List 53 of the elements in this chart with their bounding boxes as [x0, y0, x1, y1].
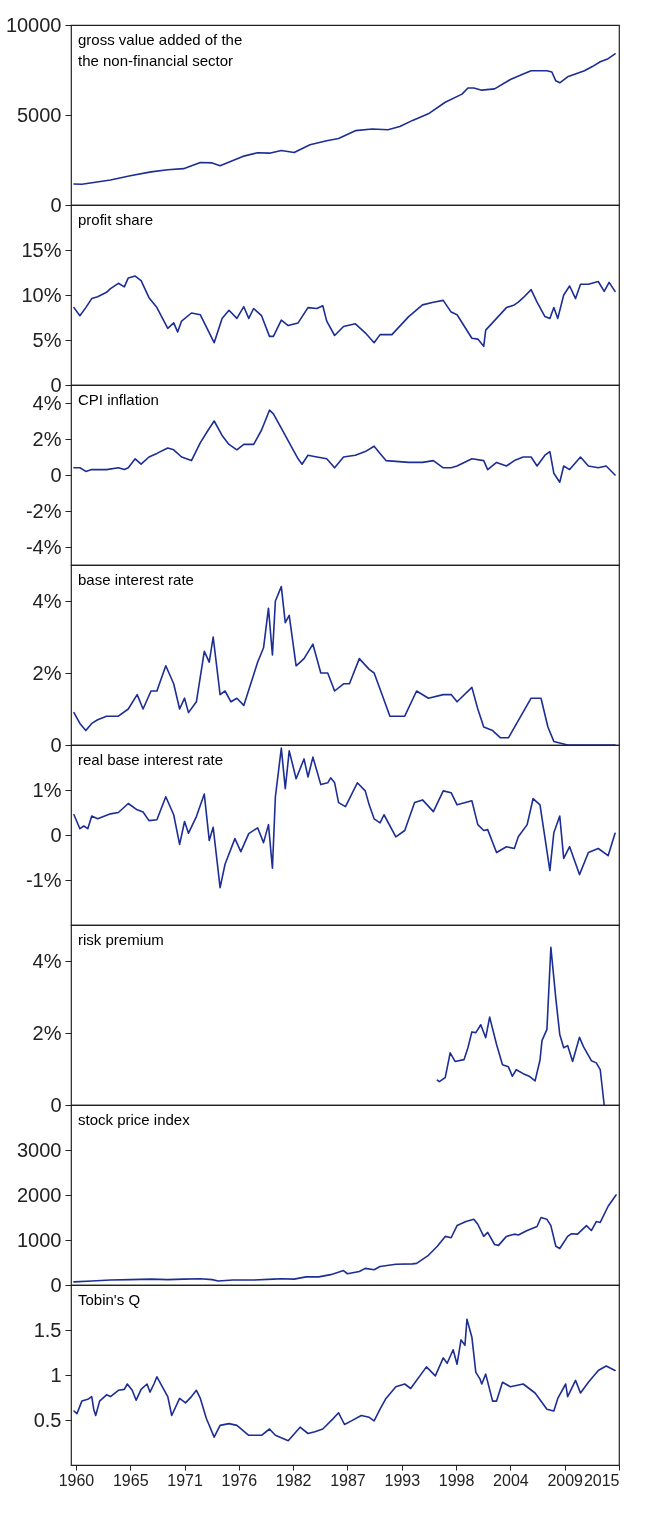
line-series [73, 53, 616, 186]
x-tick-label: 1971 [167, 1471, 203, 1489]
y-tick-label: 2% [32, 661, 62, 684]
y-tick-label: -1% [25, 868, 62, 891]
y-tick-label: -2% [25, 499, 62, 522]
y-tick-label: 2000 [17, 1183, 62, 1206]
y-tick-label: 2% [32, 1021, 62, 1044]
y-tick-label: 0 [50, 193, 62, 216]
y-tick-label: 0 [50, 823, 62, 846]
y-tick-label: 1.5 [33, 1318, 62, 1341]
y-tick-label: 3000 [17, 1138, 62, 1161]
chart-title: Tobin's Q [78, 1291, 141, 1308]
y-tick-label: 5% [32, 328, 62, 351]
y-tick-label: 5000 [17, 103, 62, 126]
y-tick-label: 15% [21, 238, 62, 261]
x-tick-label: 1965 [112, 1471, 149, 1489]
y-tick-label: 10000 [5, 13, 62, 36]
x-tick-label: 1982 [275, 1471, 312, 1489]
x-tick-label: 1998 [438, 1471, 475, 1489]
x-tick-label: 2015 [583, 1471, 620, 1489]
y-tick-label: 0 [50, 733, 62, 756]
chart-title: profit share [78, 211, 154, 228]
x-tick-label: 1987 [330, 1471, 366, 1489]
chart-title: risk premium [78, 931, 164, 948]
y-tick-label: 1 [50, 1363, 62, 1386]
y-tick-label: 2% [32, 427, 62, 450]
y-tick-label: 4% [32, 589, 62, 612]
chart-title: CPI inflation [78, 391, 159, 408]
line-series [73, 1318, 616, 1442]
y-tick-label: -4% [25, 535, 62, 558]
chart-title: base interest rate [78, 571, 194, 588]
y-tick-label: 1% [32, 778, 62, 801]
y-tick-label: 1000 [17, 1228, 62, 1251]
line-series [73, 1194, 617, 1283]
y-tick-label: 0 [50, 1273, 62, 1296]
x-tick-label: 2009 [547, 1471, 584, 1489]
x-tick-label: 1976 [221, 1471, 258, 1489]
line-series [73, 585, 616, 745]
x-tick-label: 1993 [384, 1471, 421, 1489]
x-tick-label: 1960 [58, 1471, 95, 1489]
line-series [436, 946, 605, 1105]
y-tick-label: 0 [50, 1093, 62, 1116]
y-tick-label: 0.5 [33, 1408, 62, 1431]
y-tick-label: 4% [32, 949, 62, 972]
y-tick-label: 0 [50, 463, 62, 486]
text: gross value added of the the non-financial sector [78, 31, 243, 69]
x-tick-label: 2004 [493, 1471, 529, 1489]
chart-title: stock price index [78, 1111, 191, 1128]
line-series [73, 409, 616, 483]
y-tick-label: 10% [21, 283, 62, 306]
chart-title: real base interest rate [78, 751, 224, 768]
line-series [73, 747, 616, 889]
line-series [73, 275, 616, 348]
